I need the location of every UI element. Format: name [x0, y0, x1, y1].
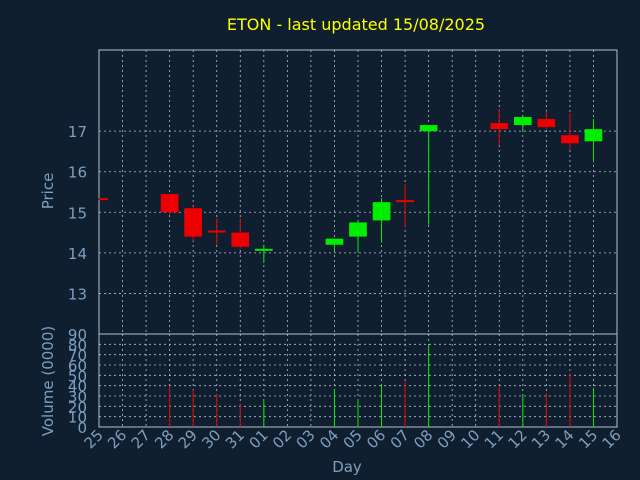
day-tick-label: 12	[504, 426, 530, 452]
price-tick-label: 14	[68, 245, 87, 263]
price-tick-label: 16	[68, 164, 87, 182]
day-tick-label: 02	[269, 426, 295, 452]
day-tick-label: 30	[198, 426, 224, 452]
day-tick-label: 01	[245, 426, 271, 452]
volume-tick-label: 60	[68, 357, 87, 375]
volume-tick-label: 10	[68, 409, 87, 427]
chart-title: ETON - last updated 15/08/2025	[227, 15, 485, 34]
day-tick-label: 10	[457, 426, 483, 452]
volume-tick-label: 80	[68, 336, 87, 354]
volume-tick-label: 40	[68, 378, 87, 396]
day-tick-label: 08	[410, 426, 436, 452]
price-tick-label: 15	[68, 204, 87, 222]
candle-body	[184, 208, 203, 237]
candle-body	[584, 129, 603, 142]
day-tick-label: 03	[293, 426, 319, 452]
candle-body	[513, 116, 532, 126]
day-tick-label: 07	[387, 426, 413, 452]
day-tick-label: 29	[175, 426, 201, 452]
candle-body	[372, 202, 391, 221]
candle-body	[99, 198, 108, 201]
day-tick-label: 09	[434, 426, 460, 452]
day-axis-label: Day	[332, 458, 362, 476]
candle-body	[490, 123, 509, 130]
day-tick-label: 16	[599, 426, 625, 452]
day-tick-labels: 2526272829303101020304050607080910111213…	[81, 426, 625, 452]
volume-tick-label: 70	[68, 347, 87, 365]
volume-tick-label: 30	[68, 388, 87, 406]
candle-body	[207, 230, 226, 233]
price-panel: 13 14 15 16 17	[68, 49, 618, 335]
volume-tick-label: 50	[68, 367, 87, 385]
day-tick-label: 05	[340, 426, 366, 452]
day-tick-label: 27	[128, 426, 154, 452]
day-tick-label: 31	[222, 426, 248, 452]
candle-body	[160, 194, 179, 213]
day-tick-label: 26	[104, 426, 130, 452]
volume-tick-label: 90	[68, 326, 87, 344]
price-tick-label: 13	[68, 285, 87, 303]
candle-body	[537, 118, 556, 128]
candle-body	[349, 222, 367, 237]
volume-tick-label: 20	[68, 398, 87, 416]
candle-body	[396, 200, 414, 203]
day-tick-label: 28	[151, 426, 177, 452]
candle-body	[561, 135, 579, 144]
volume-tick-label: 0	[77, 419, 87, 437]
candle-body	[325, 238, 344, 245]
day-tick-label: 13	[528, 426, 554, 452]
price-tick-label: 17	[68, 123, 87, 141]
day-tick-label: 14	[552, 426, 578, 452]
price-axis-label: Price	[39, 173, 57, 210]
volume-axis-label: Volume (0000)	[39, 326, 57, 436]
candle-body	[231, 232, 250, 247]
candle-body	[419, 125, 438, 132]
day-tick-label: 06	[363, 426, 389, 452]
day-tick-label: 11	[481, 426, 507, 452]
candle-body	[254, 248, 273, 251]
day-tick-label: 15	[575, 426, 601, 452]
day-tick-label: 04	[316, 426, 342, 452]
